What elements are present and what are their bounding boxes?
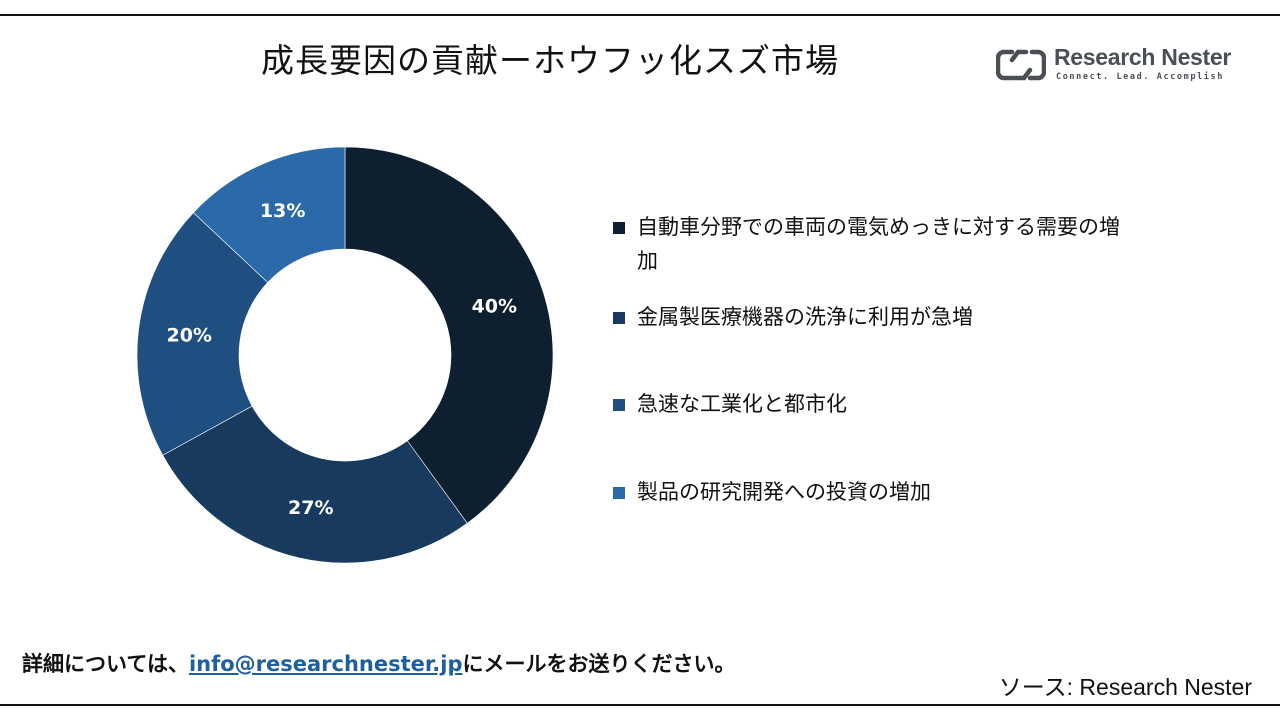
donut-chart: 40% 27% 20% 13% [136,146,554,564]
data-label: 40% [472,295,517,317]
slice-medical [162,405,468,564]
contact-note-suffix: にメールをお送りください。 [462,652,736,676]
slice-industrialization [136,212,269,456]
data-label: 27% [288,497,333,519]
legend-label: 製品の研究開発への投資の増加 [637,480,931,504]
legend-label: 金属製医療機器の洗浄に利用が急増 [637,305,973,329]
slice-rnd [192,146,346,283]
legend-item-automotive: 自動車分野での車両の電気めっきに対する需要の増加 [613,210,1173,278]
legend-label: 急速な工業化と都市化 [637,392,847,416]
bottom-rule [0,704,1280,706]
legend-item-rnd: 製品の研究開発への投資の増加 [613,475,1173,509]
contact-note-prefix: 詳細については、 [22,652,189,676]
legend-item-industrialization: 急速な工業化と都市化 [613,387,1173,421]
legend-swatch [613,487,625,499]
legend-label: 自動車分野での車両の電気めっきに対する需要の増加 [637,215,1120,273]
legend-swatch [613,312,625,324]
data-label: 20% [166,324,211,346]
logo-tagline: Connect. Lead. Accomplish [1056,72,1224,82]
top-rule [0,14,1280,16]
slice-automotive [344,146,554,524]
source-label: ソース: Research Nester [998,674,1252,700]
legend-swatch [613,399,625,411]
legend-item-medical: 金属製医療機器の洗浄に利用が急増 [613,300,1173,334]
logo-name: Research Nester [1054,44,1232,70]
research-nester-logo-icon [996,49,1046,81]
research-nester-logo: Research Nester Connect. Lead. Accomplis… [996,42,1231,92]
legend-swatch [613,222,625,234]
data-label: 13% [260,200,305,222]
page-title: 成長要因の貢献ーホウフッ化スズ市場 [261,41,839,80]
email-link[interactable]: info@researchnester.jp [188,652,463,676]
contact-note: 詳細については、info@researchnester.jpにメールをお送りくだ… [22,648,735,678]
